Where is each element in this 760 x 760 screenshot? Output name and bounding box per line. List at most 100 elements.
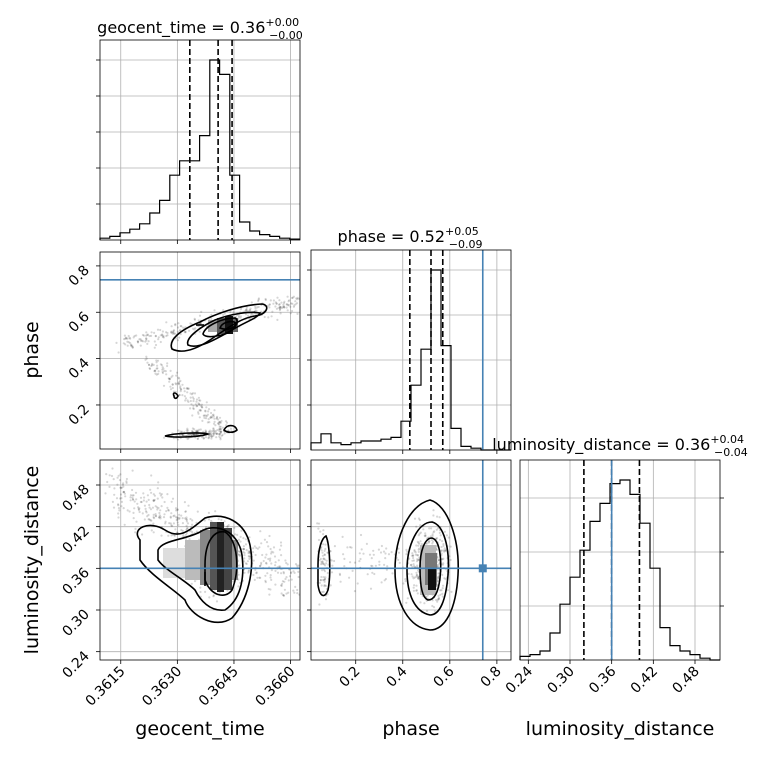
histogram-geocent_time [99,59,300,240]
scatter-point [150,334,153,337]
scatter-point [406,597,409,600]
scatter-point [180,528,183,532]
scatter-point [210,415,213,418]
scatter-point [415,560,419,563]
scatter-point [112,478,115,481]
scatter-point [145,337,148,340]
scatter-point [171,383,174,386]
scatter-point [296,298,299,301]
scatter-point [177,382,180,385]
scatter-point [237,573,240,576]
scatter-point [147,340,150,343]
scatter-point [432,540,435,543]
scatter-point [283,306,286,309]
scatter-point [171,332,174,335]
scatter-point [192,433,195,436]
scatter-point [257,299,260,303]
scatter-point [378,563,381,566]
scatter-point [136,502,139,505]
scatter-point [215,600,219,603]
scatter-point [278,303,281,306]
scatter-point [297,570,300,574]
scatter-point [416,569,420,572]
tick-label-phase: 0.6 [431,663,458,690]
scatter-point [108,474,111,477]
scatter-point [239,308,242,311]
scatter-point [144,510,148,513]
scatter-point [219,436,222,439]
scatter-point [137,506,140,509]
scatter-point [252,547,255,550]
scatter-point [123,338,126,341]
scatter-point [161,330,164,333]
scatter-point [259,576,262,580]
scatter-point [199,399,202,402]
scatter-point [441,540,444,543]
scatter-point [323,585,326,588]
scatter-point [272,546,276,549]
scatter-point [287,591,290,594]
scatter-point [248,309,251,312]
scatter-point [196,510,199,513]
scatter-point [260,310,263,313]
scatter-point [186,522,190,525]
scatter-point [148,367,152,370]
scatter-point [174,528,177,531]
scatter-point [179,386,182,389]
scatter-point [417,577,420,581]
scatter-point [161,366,164,369]
scatter-point [124,495,127,498]
scatter-point [291,296,294,299]
scatter-point [413,565,416,568]
scatter-point [172,390,176,393]
scatter-point [242,548,245,551]
scatter-point [324,576,327,579]
scatter-point [404,578,407,581]
scatter-point [270,315,273,318]
scatter-point [249,309,252,312]
scatter-point [198,428,201,431]
scatter-point [267,316,270,319]
scatter-point [418,532,421,535]
scatter-point [280,572,283,575]
scatter-point [330,559,333,562]
scatter-point [145,511,148,514]
scatter-point [232,580,235,583]
scatter-point [187,433,190,436]
scatter-point [415,589,418,592]
scatter-point [293,571,296,575]
scatter-point [218,423,221,426]
scatter-point [212,594,215,597]
title-luminosity-distance: luminosity_distance = 0.36+0.04 −0.04 [492,433,748,459]
scatter-point [176,516,179,519]
scatter-point [285,576,288,579]
scatter-point [374,564,377,567]
scatter-point [428,540,431,543]
scatter-point [293,304,296,307]
scatter-point [259,564,262,568]
scatter-point [287,579,290,582]
scatter-point [272,551,275,554]
scatter-point [116,483,119,486]
grid-geocent-hist [100,40,300,240]
scatter-point [218,433,221,436]
scatter-point [378,560,381,563]
scatter-point [398,561,401,565]
scatter-point [131,346,134,349]
scatter-point [105,473,108,476]
scatter-point [282,303,285,306]
scatter-point [360,548,363,551]
scatter-point [220,427,223,431]
scatter-point [207,408,211,411]
scatter-point [225,421,229,424]
scatter-point [173,514,176,517]
scatter-point [342,553,345,556]
scatter-point [436,537,439,540]
scatter-point [219,428,222,431]
scatter-point [186,427,189,430]
scatter-point [152,499,155,502]
scatter-point [410,563,413,567]
scatter-point [135,498,138,501]
scatter-point [278,565,281,568]
scatter-point [417,548,420,551]
